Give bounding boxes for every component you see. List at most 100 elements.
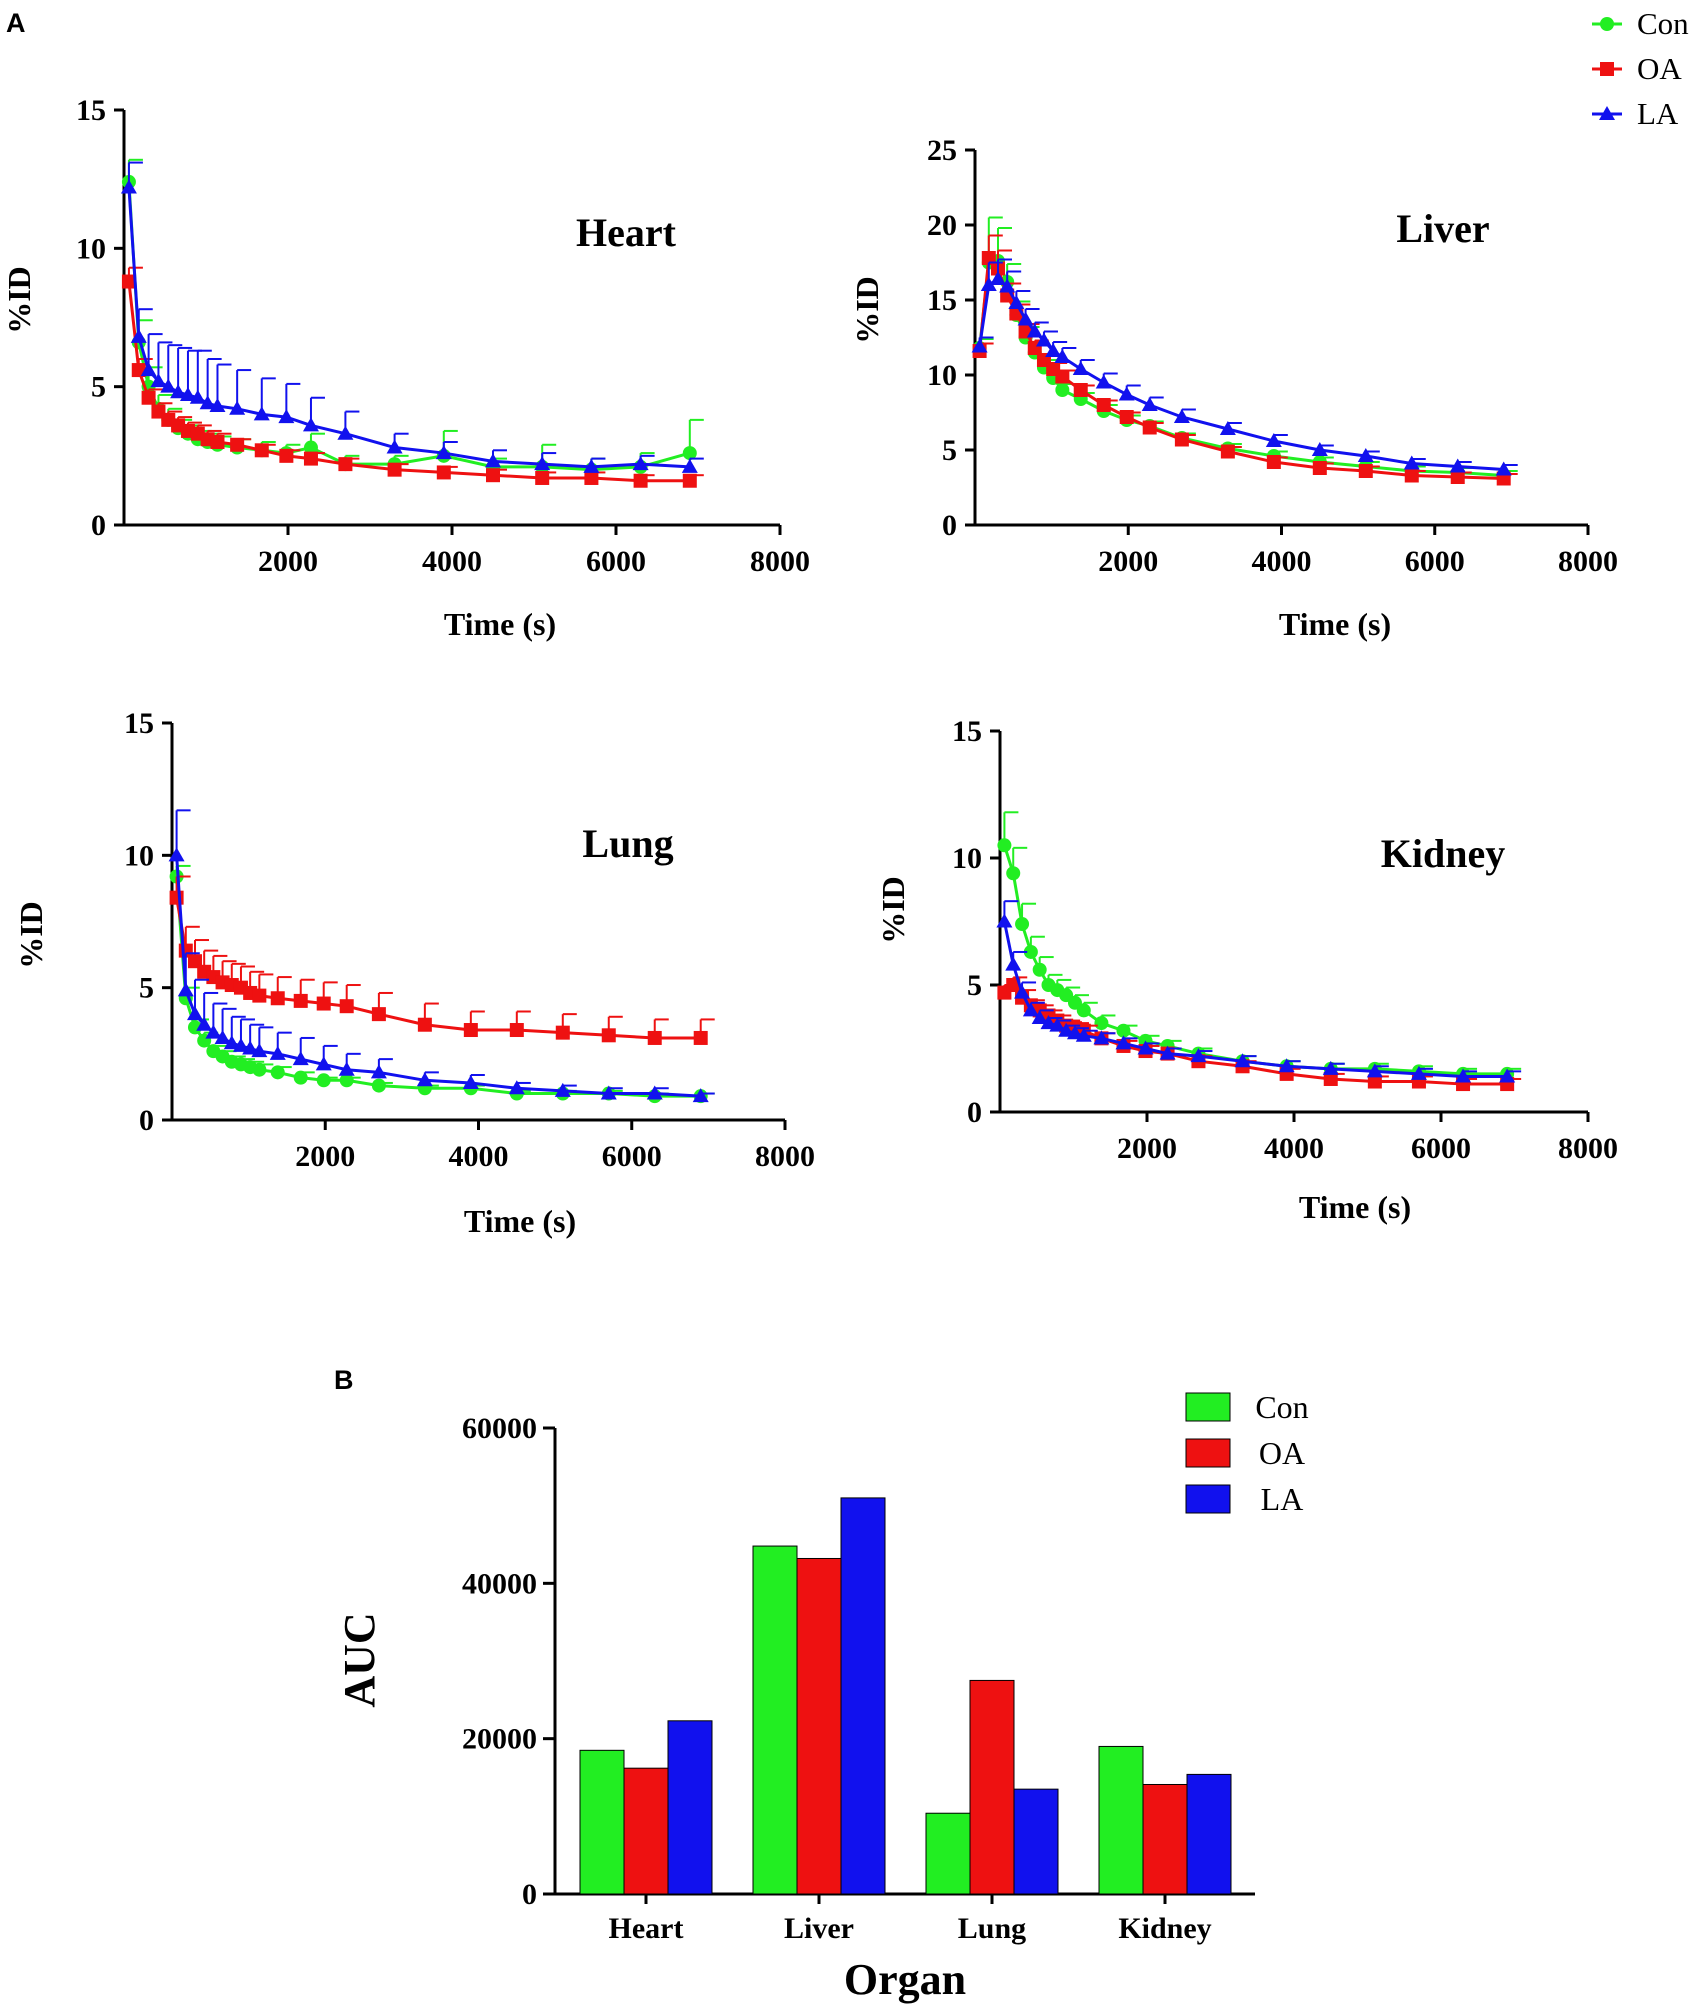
legend-label-la: LA (1637, 96, 1679, 131)
data-point (600, 1085, 617, 1100)
y-tick-label: 60000 (462, 1412, 537, 1445)
y-tick-label: 15 (76, 94, 106, 127)
data-point (1404, 468, 1419, 483)
series-la (168, 809, 715, 1103)
series-line (127, 281, 690, 483)
data-point (189, 389, 206, 404)
bar-legend-label-oa: OA (1259, 1435, 1305, 1471)
data-point (339, 1073, 354, 1088)
x-tick-label: 6000 (602, 1140, 662, 1173)
bar-liver-la (840, 1497, 886, 1895)
data-point (989, 271, 1006, 285)
panel-label-a: A (6, 8, 26, 38)
bar-kidney-oa (1142, 1783, 1188, 1895)
data-point (371, 1078, 386, 1093)
data-point (1095, 374, 1112, 389)
legend-marker-la (1599, 106, 1615, 120)
legend-label-oa: OA (1637, 51, 1682, 86)
data-point (230, 437, 245, 452)
data-point (693, 1030, 708, 1045)
data-point (1032, 962, 1047, 977)
data-point (632, 456, 649, 471)
data-point (554, 1082, 571, 1097)
x-tick-label: 6000 (586, 545, 646, 578)
x-tick-label: Kidney (1118, 1912, 1211, 1945)
data-point (269, 1045, 286, 1060)
y-axis-title: %ID (875, 876, 911, 944)
data-point (1312, 461, 1327, 475)
panel-label-b: B (334, 1365, 354, 1395)
line-chart-liver: 0 5 10 15 20 25 2000 4000 6000 8000 Time (s) %ID Liv… (849, 134, 1618, 642)
x-tick-label: 2000 (1098, 545, 1158, 578)
data-point (386, 439, 403, 454)
x-tick-label: 8000 (1558, 545, 1618, 578)
data-point (1265, 433, 1282, 447)
data-point (270, 1065, 285, 1080)
series-oa (121, 266, 704, 488)
data-point (1499, 1068, 1516, 1083)
data-point (1159, 1045, 1176, 1060)
legend-marker-con (1600, 17, 1614, 31)
data-point (508, 1080, 525, 1095)
data-point (1358, 464, 1373, 478)
data-point (1118, 386, 1135, 401)
data-point (338, 457, 353, 472)
y-tick-label: 0 (522, 1878, 537, 1911)
y-tick-label: 10 (952, 842, 982, 875)
data-point (417, 1017, 432, 1032)
data-point (214, 1029, 231, 1044)
data-point (210, 435, 225, 449)
data-point (1035, 332, 1052, 347)
chart-title: Liver (1396, 206, 1489, 251)
data-point (1142, 420, 1157, 435)
data-point (120, 179, 137, 194)
y-tick-label: 5 (91, 371, 106, 404)
data-point (1220, 444, 1235, 459)
data-point (121, 274, 136, 289)
y-tick-label: 10 (76, 232, 106, 265)
data-point (681, 458, 698, 473)
data-point (170, 384, 187, 399)
data-point (1058, 1022, 1075, 1037)
data-point (302, 417, 319, 432)
data-point (179, 386, 196, 401)
data-point (535, 470, 550, 485)
data-point (1094, 1016, 1109, 1031)
chart-title: Lung (582, 821, 673, 866)
data-point (199, 395, 216, 410)
bar-heart-con (579, 1749, 625, 1895)
data-point (1096, 398, 1111, 412)
data-point (1450, 470, 1465, 484)
data-point (509, 1023, 524, 1038)
x-axis-title: Time (s) (1279, 606, 1391, 642)
y-tick-label: 5 (967, 969, 982, 1002)
data-point (253, 406, 270, 421)
data-point (1055, 369, 1070, 384)
data-point (1022, 1002, 1039, 1017)
y-tick-label: 15 (124, 707, 154, 740)
series-line (175, 855, 701, 1098)
series-line (978, 277, 1504, 471)
y-tick-label: 0 (139, 1104, 154, 1137)
line-chart-lung: 0 5 10 15 2000 4000 6000 8000 Time (s) %ID Lung (13, 707, 815, 1239)
y-tick-label: 20000 (462, 1723, 537, 1756)
data-point (1054, 349, 1071, 363)
legend-label-con: Con (1637, 6, 1689, 41)
data-point (1072, 361, 1089, 375)
data-point (1137, 1040, 1154, 1055)
bar-kidney-la (1186, 1773, 1232, 1895)
data-point (1055, 383, 1070, 397)
data-point (1278, 1058, 1295, 1073)
data-point (1311, 442, 1328, 456)
data-point (682, 473, 697, 488)
data-point (1005, 956, 1022, 971)
x-tick-label: 4000 (1264, 1132, 1324, 1165)
bar-chart-auc: 0 20000 40000 60000 Heart Liver Lung Kidney Orga… (335, 1389, 1309, 2004)
x-tick-label: 4000 (1252, 545, 1312, 578)
data-point (1266, 455, 1281, 469)
data-point (150, 373, 167, 388)
data-point (223, 1035, 240, 1050)
data-point (187, 954, 202, 969)
line-legend: Con OA LA (1592, 6, 1689, 131)
